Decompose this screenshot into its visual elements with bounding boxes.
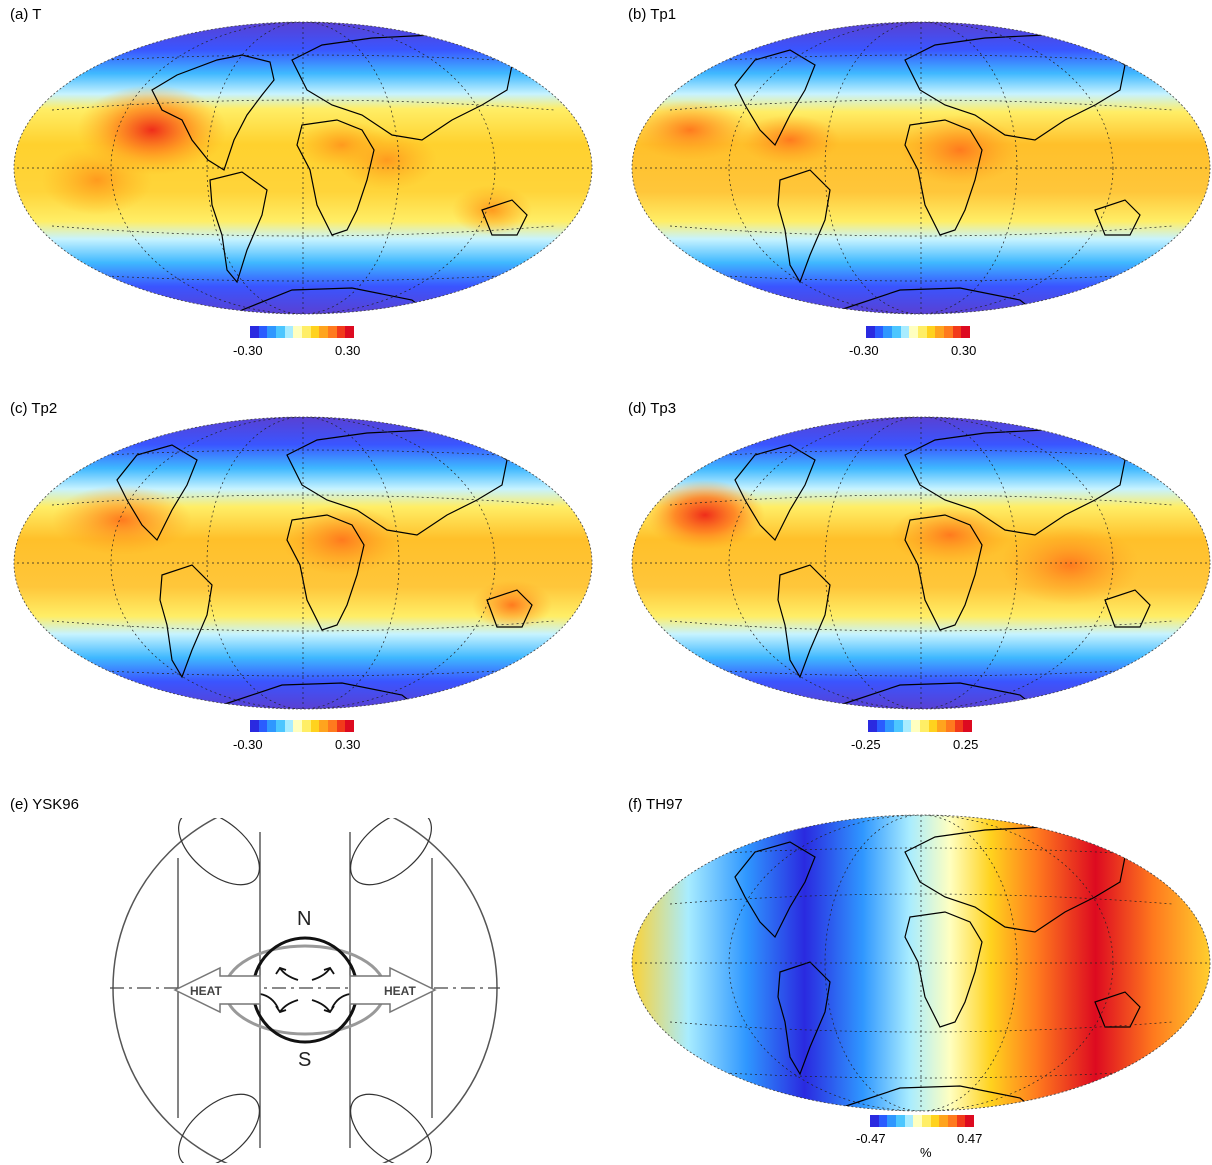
colorbar-swatch: [258, 720, 268, 732]
heat-label-left: HEAT: [190, 984, 222, 998]
map-panel-a: [13, 21, 593, 315]
colorbar-swatch: [345, 720, 355, 732]
colorbar-swatch: [935, 326, 945, 338]
colorbar-swatch: [939, 1115, 949, 1127]
colorbar-a-min: -0.30: [233, 343, 263, 358]
colorbar-swatch: [870, 1115, 879, 1127]
panel-a-label: (a) T: [10, 6, 42, 23]
colorbar-swatch: [310, 326, 320, 338]
colorbar-swatch: [904, 1115, 914, 1127]
sphere-outline: [112, 818, 498, 1163]
colorbar-f-min: -0.47: [856, 1131, 886, 1146]
colorbar-swatch: [928, 720, 938, 732]
colorbar-swatch: [276, 326, 285, 338]
colorbar-swatch: [868, 720, 877, 732]
colorbar-swatch: [258, 326, 268, 338]
colorbar-swatch: [930, 1115, 940, 1127]
graticule: [14, 22, 592, 314]
colorbar-c-max: 0.30: [335, 737, 361, 752]
colorbar-swatch: [293, 720, 303, 732]
colorbar-swatch: [310, 720, 320, 732]
colorbar-swatch: [284, 326, 294, 338]
colorbar-swatch: [885, 720, 895, 732]
colorbar-swatch: [913, 1115, 923, 1127]
flow-arrows: [259, 966, 351, 1014]
colorbar-d-max: 0.25: [953, 737, 979, 752]
colorbar-swatch: [896, 1115, 905, 1127]
map-panel-b: [631, 21, 1211, 315]
colorbar-swatch: [948, 1115, 957, 1127]
colorbar-b-max: 0.30: [951, 343, 977, 358]
colorbar-swatch: [926, 326, 936, 338]
map-panel-f: [631, 814, 1211, 1112]
colorbar-swatch: [894, 720, 903, 732]
colorbar-f-max: 0.47: [957, 1131, 983, 1146]
colorbar-swatch: [276, 720, 285, 732]
colorbar-swatch: [302, 326, 311, 338]
colorbar-swatch: [909, 326, 919, 338]
panel-b-label: (b) Tp1: [628, 6, 677, 23]
colorbar-swatch: [336, 326, 346, 338]
colorbar-swatch: [319, 326, 329, 338]
colorbar-f: [870, 1115, 975, 1127]
colorbar-d: [868, 720, 973, 732]
colorbar-swatch: [267, 720, 277, 732]
colorbar-swatch: [345, 326, 355, 338]
colorbar-b: [866, 326, 971, 338]
colorbar-b-min: -0.30: [849, 343, 879, 358]
colorbar-swatch: [920, 720, 929, 732]
colorbar-swatch: [887, 1115, 897, 1127]
panel-c-label: (c) Tp2: [10, 400, 58, 417]
colorbar-swatch: [336, 720, 346, 732]
colorbar-swatch: [946, 720, 955, 732]
colorbar-swatch: [937, 720, 947, 732]
map-panel-d: [631, 416, 1211, 710]
colorbar-swatch: [878, 1115, 888, 1127]
colorbar-f-unit: %: [920, 1145, 932, 1160]
south-label: S: [298, 1049, 311, 1071]
colorbar-a-max: 0.30: [335, 343, 361, 358]
colorbar-swatch: [965, 1115, 975, 1127]
map-panel-c: [13, 416, 593, 710]
colorbar-swatch: [866, 326, 875, 338]
heat-label-right: HEAT: [384, 984, 416, 998]
colorbar-swatch: [961, 326, 971, 338]
colorbar-swatch: [918, 326, 927, 338]
colorbar-a: [250, 326, 355, 338]
heat-arrow-left-icon: [173, 966, 261, 1014]
colorbar-swatch: [874, 326, 884, 338]
colorbar-swatch: [267, 326, 277, 338]
colorbar-swatch: [876, 720, 886, 732]
colorbar-swatch: [302, 720, 311, 732]
colorbar-swatch: [892, 326, 901, 338]
colorbar-swatch: [883, 326, 893, 338]
colorbar-c-min: -0.30: [233, 737, 263, 752]
colorbar-swatch: [954, 720, 964, 732]
colorbar-swatch: [319, 720, 329, 732]
colorbar-swatch: [293, 326, 303, 338]
panel-d-label: (d) Tp3: [628, 400, 677, 417]
colorbar-swatch: [922, 1115, 931, 1127]
panel-f-label: (f) TH97: [628, 796, 683, 813]
colorbar-swatch: [952, 326, 962, 338]
colorbar-swatch: [250, 720, 259, 732]
colorbar-swatch: [250, 326, 259, 338]
colorbar-swatch: [328, 326, 337, 338]
north-label: N: [297, 908, 311, 930]
colorbar-swatch: [284, 720, 294, 732]
colorbar-swatch: [900, 326, 910, 338]
colorbar-swatch: [956, 1115, 966, 1127]
colorbar-swatch: [944, 326, 953, 338]
heat-arrow-right-icon: [349, 966, 437, 1014]
diagram-panel-e: HEAT HEAT N S: [110, 818, 500, 1163]
panel-e-label: (e) YSK96: [10, 796, 79, 813]
colorbar-swatch: [911, 720, 921, 732]
inner-core-circle: [251, 936, 359, 1044]
colorbar-swatch: [902, 720, 912, 732]
colorbar-c: [250, 720, 355, 732]
colorbar-d-min: -0.25: [851, 737, 881, 752]
colorbar-swatch: [328, 720, 337, 732]
colorbar-swatch: [963, 720, 973, 732]
